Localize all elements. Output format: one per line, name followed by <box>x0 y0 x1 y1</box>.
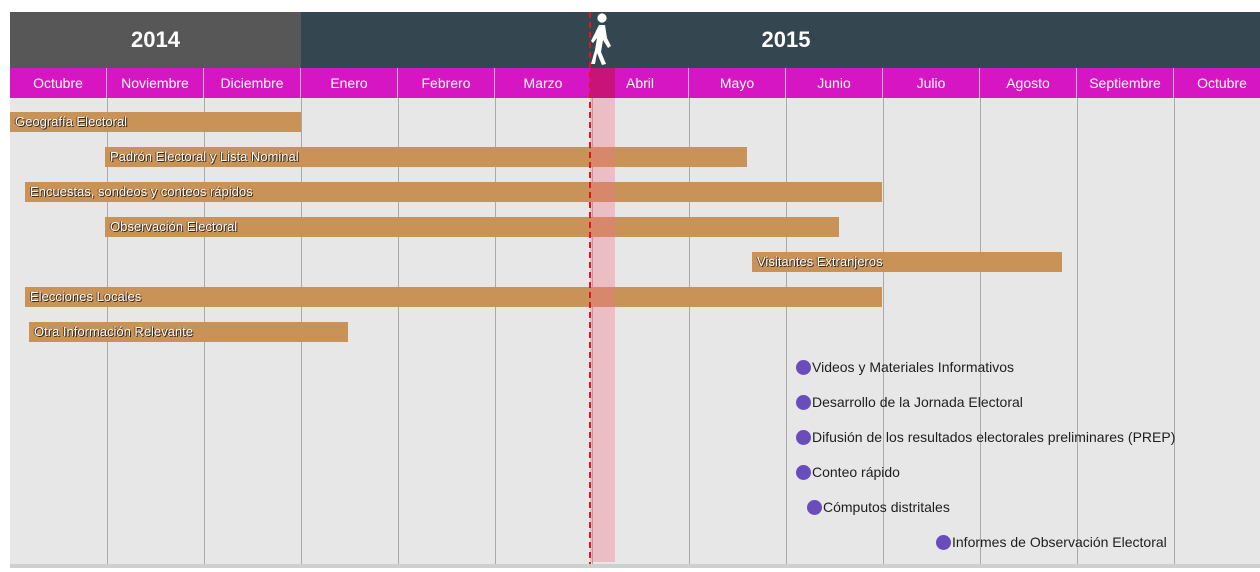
milestone-dot <box>796 464 811 480</box>
milestone-label: Cómputos distritales <box>823 499 950 515</box>
milestone-label: Conteo rápido <box>812 464 900 480</box>
today-line <box>589 12 591 568</box>
milestone-label: Videos y Materiales Informativos <box>812 359 1015 375</box>
month-header-row <box>10 68 1260 98</box>
milestone-dot <box>796 359 811 375</box>
month-label: Junio <box>786 68 883 98</box>
year-band-2014: 2014 <box>10 12 301 68</box>
month-gridline <box>1174 98 1175 568</box>
month-gridline <box>1077 98 1078 568</box>
month-gridline <box>495 98 496 568</box>
milestone[interactable]: Desarrollo de la Jornada Electoral <box>796 392 1023 412</box>
month-gridline <box>398 98 399 568</box>
today-band <box>590 98 615 562</box>
milestone[interactable]: Videos y Materiales Informativos <box>796 357 1014 377</box>
task-bar[interactable]: Otra Información Relevante <box>29 322 348 342</box>
milestone[interactable]: Conteo rápido <box>796 462 900 482</box>
today-band-header <box>590 68 615 98</box>
milestone-label: Informes de Observación Electoral <box>952 534 1167 550</box>
month-gridline <box>980 98 981 568</box>
milestone[interactable]: Difusión de los resultados electorales p… <box>796 427 1175 447</box>
task-bar[interactable]: Padrón Electoral y Lista Nominal <box>105 147 747 167</box>
milestone-dot <box>807 499 822 515</box>
month-label: Agosto <box>980 68 1077 98</box>
timeline-chart: 2014 2015 Octubre Noviembre Diciembre Enero F… <box>10 12 1260 568</box>
month-gridline <box>883 98 884 568</box>
milestone[interactable]: Cómputos distritales <box>807 497 950 517</box>
month-label: Octubre <box>1174 68 1260 98</box>
month-label: Julio <box>883 68 980 98</box>
milestone-dot <box>796 394 811 410</box>
month-label: Abril <box>592 68 689 98</box>
task-bar[interactable]: Encuestas, sondeos y conteos rápidos <box>25 182 882 202</box>
month-label: Marzo <box>495 68 592 98</box>
milestone-label: Difusión de los resultados electorales p… <box>812 429 1176 445</box>
month-label: Octubre <box>10 68 107 98</box>
walking-person-icon <box>591 13 611 65</box>
month-gridline <box>689 98 690 568</box>
month-label: Febrero <box>398 68 495 98</box>
task-bar[interactable]: Observación Electoral <box>105 217 839 237</box>
year-band-2015: 2015 <box>301 12 1260 68</box>
bottom-rule <box>10 564 1260 568</box>
task-bar[interactable]: Geografía Electoral <box>10 112 301 132</box>
month-label: Enero <box>301 68 398 98</box>
task-bar[interactable]: Visitantes Extranjeros <box>752 252 1062 272</box>
month-label: Diciembre <box>204 68 301 98</box>
milestone[interactable]: Informes de Observación Electoral <box>936 532 1167 552</box>
month-label: Noviembre <box>107 68 204 98</box>
month-label: Septiembre <box>1077 68 1174 98</box>
task-bar[interactable]: Elecciones Locales <box>25 287 882 307</box>
milestone-dot <box>936 534 951 550</box>
month-gridline <box>786 98 787 568</box>
month-gridline <box>592 98 593 568</box>
month-label: Mayo <box>689 68 786 98</box>
milestone-dot <box>796 429 811 445</box>
milestone-label: Desarrollo de la Jornada Electoral <box>812 394 1023 410</box>
